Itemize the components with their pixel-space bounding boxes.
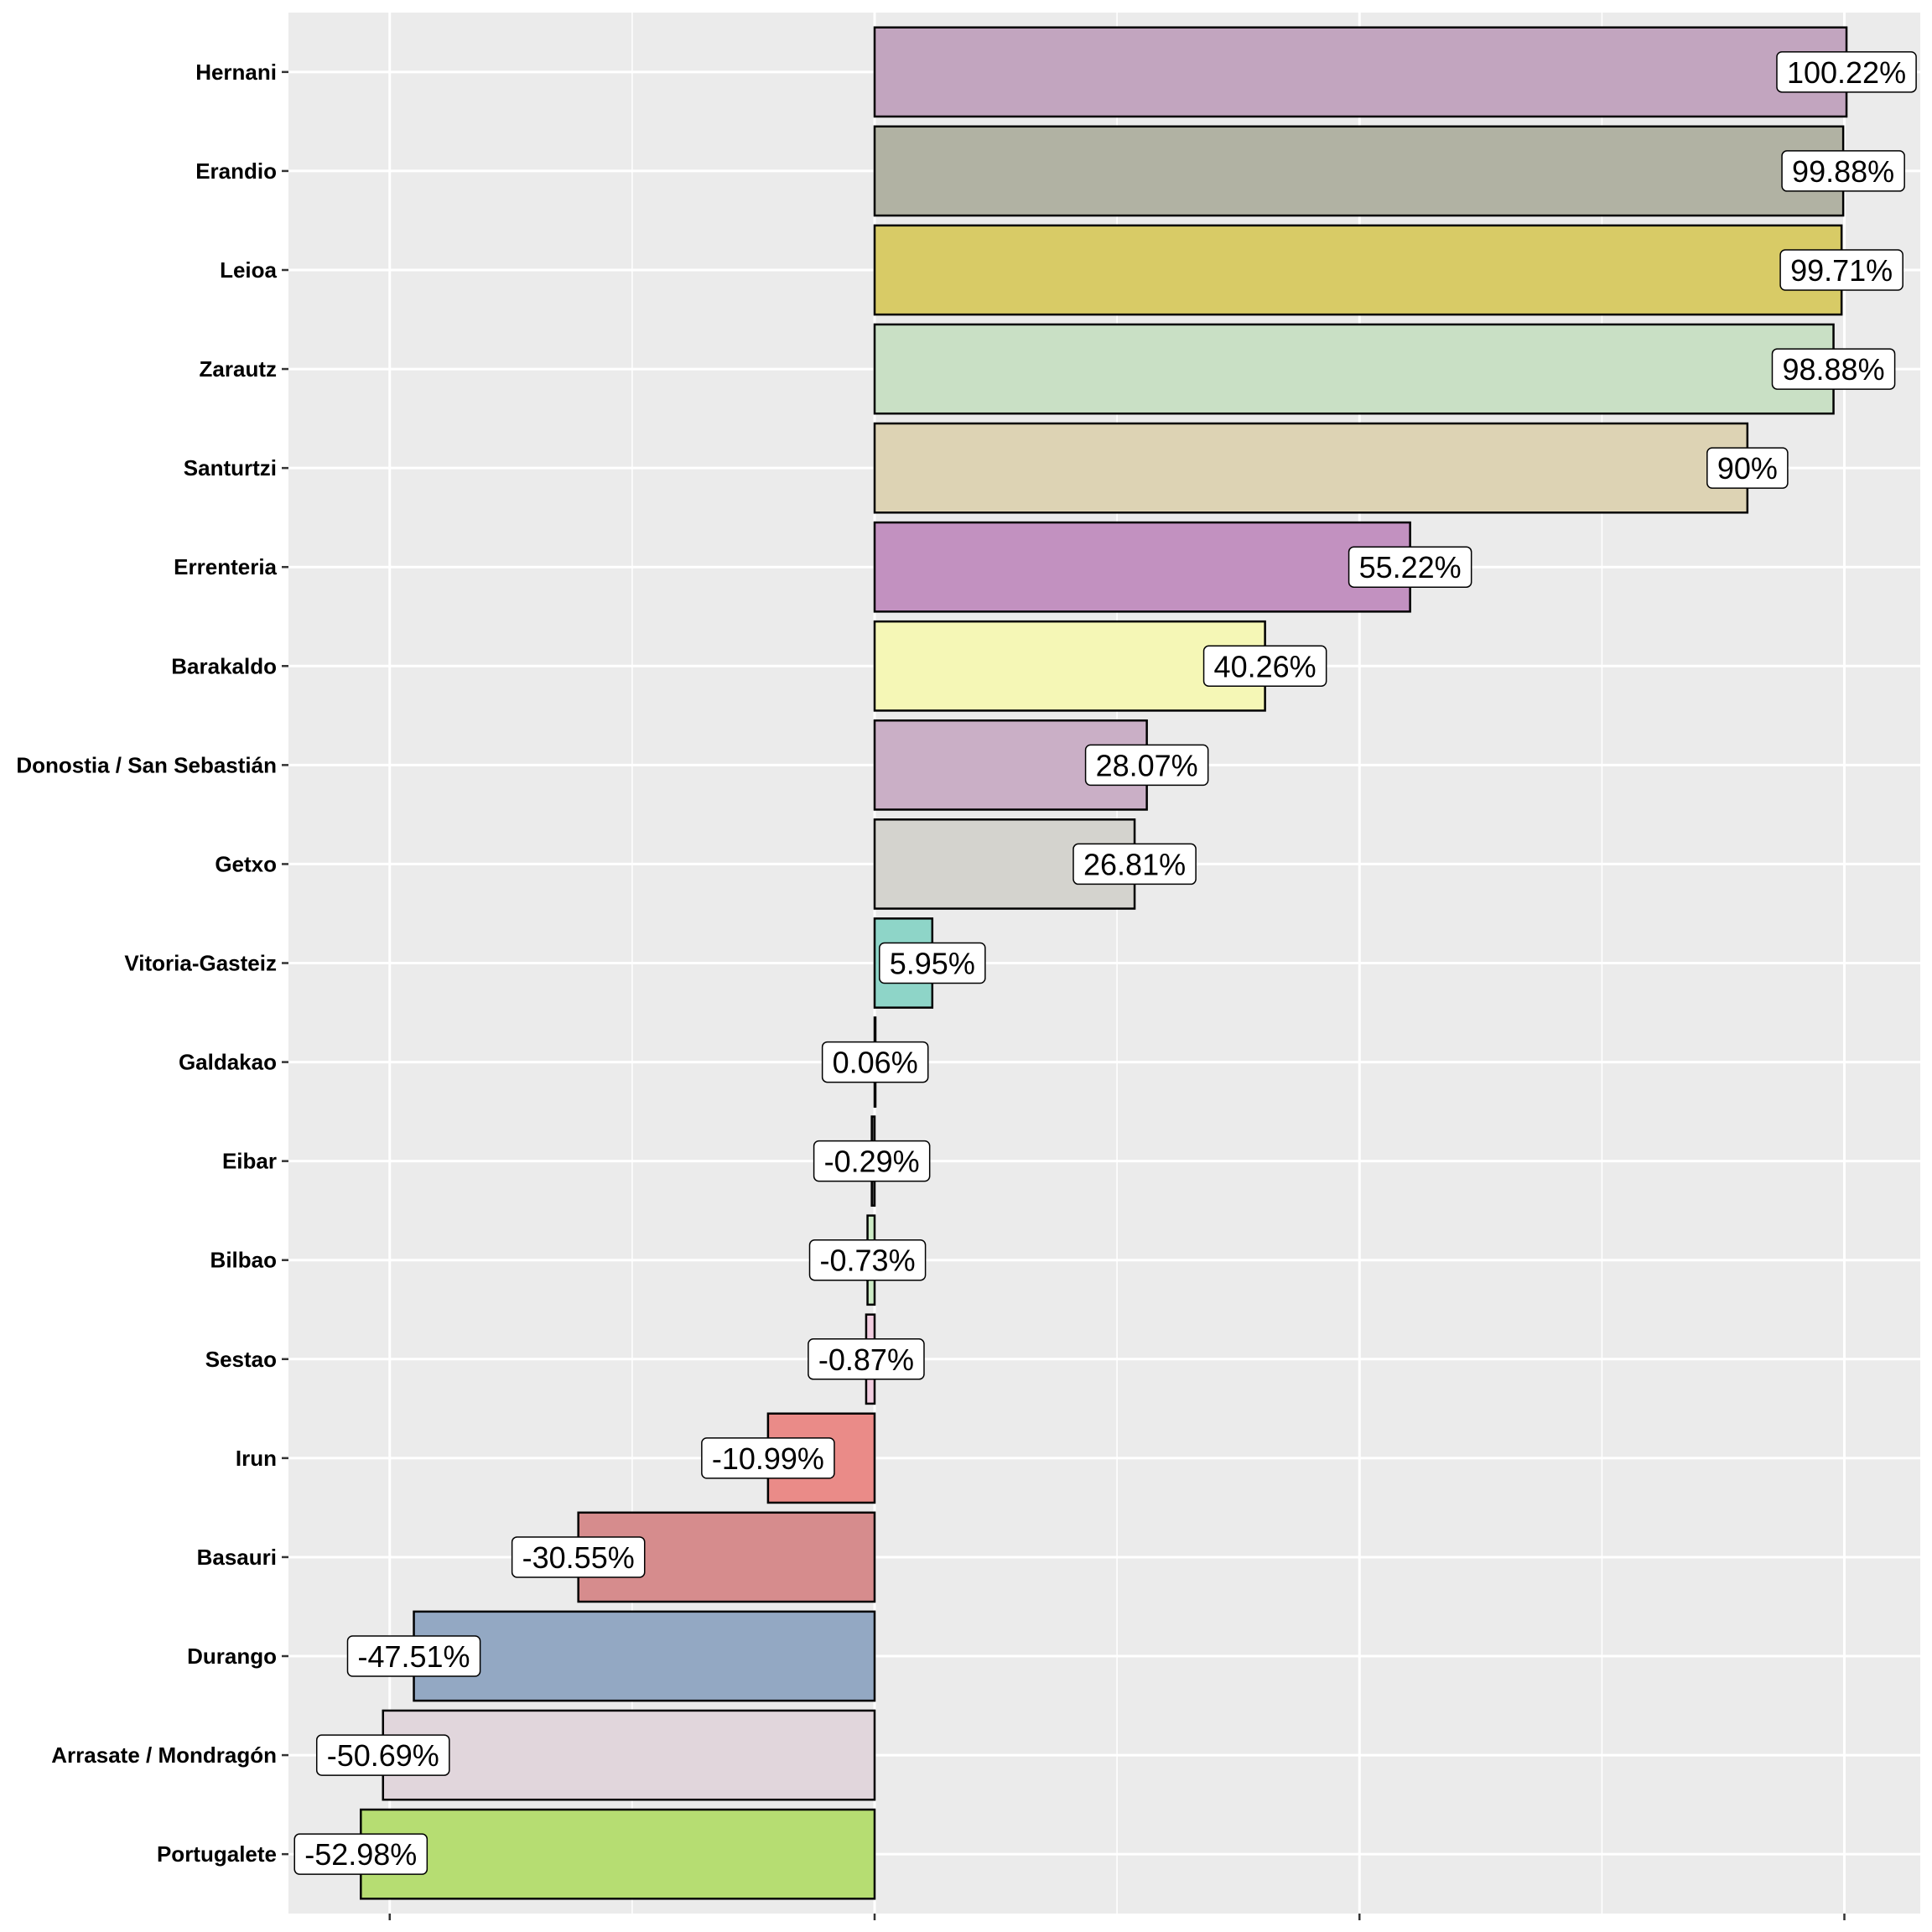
value-label-text: -52.98% bbox=[304, 1837, 417, 1872]
value-label-box bbox=[1202, 645, 1327, 688]
value-label-text: 5.95% bbox=[890, 947, 975, 981]
value-label-box bbox=[879, 942, 986, 984]
value-label-box bbox=[315, 1734, 450, 1776]
bar bbox=[873, 26, 1848, 118]
y-tick-label: Leioa bbox=[220, 257, 277, 283]
x-axis bbox=[388, 1914, 1846, 1920]
value-label-box bbox=[808, 1338, 925, 1380]
value-label-text: 28.07% bbox=[1096, 748, 1198, 782]
value-label: 98.88% bbox=[1771, 348, 1896, 390]
y-tick-label: Zarautz bbox=[200, 356, 277, 382]
bar bbox=[873, 620, 1266, 712]
value-label: -10.99% bbox=[701, 1437, 835, 1479]
y-tick-label: Donostia / San Sebastián bbox=[16, 752, 277, 777]
bar bbox=[873, 521, 1411, 613]
y-tick-label: Durango bbox=[187, 1644, 277, 1669]
value-label: 5.95% bbox=[879, 942, 986, 984]
bars bbox=[360, 26, 1848, 1900]
value-label: 100.22% bbox=[1776, 51, 1917, 93]
value-label: 40.26% bbox=[1202, 645, 1327, 688]
value-label-text: -0.29% bbox=[824, 1145, 920, 1179]
value-label-text: 26.81% bbox=[1083, 847, 1186, 881]
y-tick-label: Vitoria-Gasteiz bbox=[124, 951, 277, 976]
value-label-text: 40.26% bbox=[1214, 649, 1317, 683]
bar bbox=[413, 1610, 876, 1702]
y-tick-label: Irun bbox=[236, 1446, 277, 1471]
value-label-box bbox=[701, 1437, 835, 1479]
value-label: -0.29% bbox=[813, 1140, 931, 1182]
y-tick-label: Errenteria bbox=[174, 554, 277, 579]
value-label-box bbox=[1084, 744, 1209, 787]
y-axis: Hernani Erandio Leioa Zarautz Santurtzi Erren… bbox=[16, 60, 288, 1867]
value-label-text: 0.06% bbox=[833, 1046, 918, 1080]
value-label: -0.87% bbox=[808, 1338, 925, 1380]
value-label: -30.55% bbox=[511, 1536, 646, 1578]
y-tick-label: Barakaldo bbox=[171, 653, 277, 678]
value-label-box bbox=[1779, 249, 1903, 291]
value-label-text: -0.73% bbox=[820, 1244, 916, 1278]
value-label: 55.22% bbox=[1348, 546, 1472, 588]
value-label: -52.98% bbox=[293, 1833, 428, 1875]
value-label: 28.07% bbox=[1084, 744, 1209, 787]
value-label-text: 99.71% bbox=[1790, 253, 1893, 288]
value-label-text: 55.22% bbox=[1359, 550, 1462, 584]
y-tick-label: Getxo bbox=[215, 851, 277, 876]
value-label-text: -30.55% bbox=[522, 1540, 635, 1575]
value-label-box bbox=[1776, 51, 1917, 93]
y-tick-label: Arrasate / Mondragón bbox=[51, 1742, 277, 1768]
value-label-box bbox=[821, 1041, 929, 1083]
y-tick-label: Galdakao bbox=[179, 1050, 277, 1075]
value-label: 0.06% bbox=[821, 1041, 929, 1083]
value-label-box bbox=[1771, 348, 1896, 390]
bar bbox=[873, 224, 1843, 316]
value-label: -50.69% bbox=[315, 1734, 450, 1776]
y-tick-label: Portugalete bbox=[157, 1841, 277, 1867]
value-label-text: 99.88% bbox=[1792, 154, 1894, 189]
y-tick-label: Eibar bbox=[222, 1149, 277, 1174]
y-tick-label: Bilbao bbox=[210, 1248, 277, 1273]
value-label-box bbox=[511, 1536, 646, 1578]
y-tick-label: Basauri bbox=[197, 1545, 277, 1570]
value-label-box bbox=[346, 1635, 481, 1677]
value-label-box bbox=[813, 1140, 931, 1182]
value-label-box bbox=[1706, 447, 1789, 489]
value-label-box bbox=[1781, 150, 1905, 192]
bar bbox=[873, 125, 1845, 217]
y-tick-label: Sestao bbox=[205, 1347, 277, 1372]
value-label: -47.51% bbox=[346, 1635, 481, 1677]
bar bbox=[873, 323, 1835, 415]
value-labels: 100.22% 99.88% 99.71% 98.88% 90% 55.22% 40.26%… bbox=[293, 51, 1917, 1875]
value-label-text: -50.69% bbox=[327, 1738, 439, 1773]
value-label: -0.73% bbox=[808, 1239, 927, 1281]
bar bbox=[360, 1808, 876, 1900]
bar bbox=[382, 1709, 876, 1801]
y-tick-label: Erandio bbox=[195, 158, 277, 184]
value-label-box bbox=[1072, 843, 1197, 886]
value-label-box bbox=[808, 1239, 927, 1281]
value-label-text: -10.99% bbox=[712, 1441, 824, 1476]
value-label-text: -0.87% bbox=[818, 1343, 914, 1377]
value-label: 99.88% bbox=[1781, 150, 1905, 192]
y-tick-label: Hernani bbox=[195, 60, 277, 85]
value-label-text: 90% bbox=[1717, 451, 1778, 486]
value-label: 99.71% bbox=[1779, 249, 1903, 291]
y-tick-label: Santurtzi bbox=[184, 455, 277, 480]
value-label-text: 98.88% bbox=[1782, 352, 1884, 387]
value-label-box bbox=[293, 1833, 428, 1875]
value-label: 26.81% bbox=[1072, 843, 1197, 886]
value-label: 90% bbox=[1706, 447, 1789, 489]
value-label-text: -47.51% bbox=[357, 1639, 470, 1674]
value-label-box bbox=[1348, 546, 1472, 588]
bar bbox=[873, 422, 1749, 514]
value-label-text: 100.22% bbox=[1787, 55, 1906, 90]
